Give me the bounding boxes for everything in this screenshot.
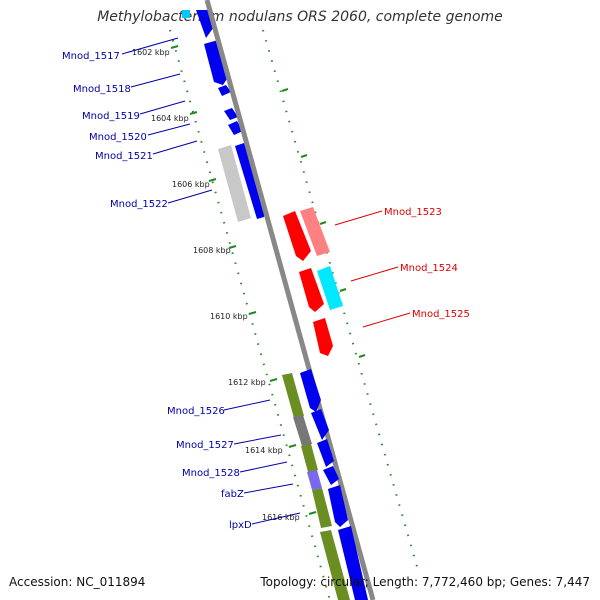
gene-block-grey-dark: [293, 415, 312, 446]
scale-ticks: [170, 45, 366, 515]
gene-label-mnod-1520: Mnod_1520: [89, 132, 147, 143]
gene-block-mnod-1519: [218, 85, 231, 96]
gene-label-mnod-1519: Mnod_1519: [82, 111, 140, 122]
gene-label-mnod-1517: Mnod_1517: [62, 51, 120, 62]
accession-text: Accession: NC_011894: [9, 575, 146, 589]
gene-label-mnod-1528: Mnod_1528: [182, 468, 240, 479]
gene-block-mnod-1521: [228, 121, 243, 135]
reverse-genes: [283, 207, 343, 356]
gene-block-bottom: [338, 526, 368, 600]
outer-left-track: [169, 29, 331, 600]
gene-label-mnod-1526: Mnod_1526: [167, 406, 225, 417]
gene-block-mnod-1517-shade: [182, 10, 190, 18]
gene-label-lpxd: lpxD: [229, 520, 252, 531]
genome-backbone: [204, 0, 376, 600]
gene-block-purple: [307, 470, 322, 490]
gene-block-olive-2: [301, 444, 318, 472]
gene-block-olive-1: [282, 373, 304, 418]
gene-block-olive-4: [320, 530, 350, 600]
gene-label-mnod-1527: Mnod_1527: [176, 440, 234, 451]
tick-label-1610: 1610 kbp: [210, 312, 248, 321]
gene-block-mnod-1518: [204, 40, 230, 85]
gene-block-mnod-1522: [235, 142, 266, 219]
gene-label-fabz: fabZ: [221, 489, 244, 500]
forward-genes-bottom: [282, 369, 368, 600]
gene-block-mnod-1520: [224, 108, 238, 120]
gene-block-fabz: [323, 466, 339, 485]
tick-label-1602: 1602 kbp: [132, 48, 170, 57]
gene-label-mnod-1518: Mnod_1518: [73, 84, 131, 95]
tick-label-1608: 1608 kbp: [193, 246, 231, 255]
gene-block-mnod-1524: [299, 268, 324, 312]
gene-label-mnod-1522: Mnod_1522: [110, 199, 168, 210]
gene-block-olive-3: [312, 488, 332, 528]
gene-block-lpxd: [328, 485, 348, 527]
gene-block-mnod-1525: [313, 318, 333, 356]
gene-label-mnod-1521: Mnod_1521: [95, 151, 153, 162]
tick-label-1612: 1612 kbp: [228, 378, 266, 387]
gene-block-mnod-1526: [300, 369, 321, 412]
forward-genes-top: [182, 10, 266, 222]
gene-block-mnod-1524-b: [317, 266, 343, 310]
gene-block-grey: [218, 145, 251, 222]
tick-label-1614: 1614 kbp: [245, 446, 283, 455]
right-leader-lines: [334, 210, 411, 328]
left-leader-lines: [121, 37, 301, 525]
gene-label-mnod-1523: Mnod_1523: [384, 207, 442, 218]
gene-block-mnod-1523: [283, 211, 311, 261]
tick-label-1606: 1606 kbp: [172, 180, 210, 189]
topology-text: Topology: circular; Length: 7,772,460 bp…: [260, 575, 590, 589]
gene-label-mnod-1525: Mnod_1525: [412, 309, 470, 320]
gene-block-mnod-1528: [317, 439, 334, 467]
gene-block-mnod-1527: [311, 409, 329, 440]
tick-label-1604: 1604 kbp: [151, 114, 189, 123]
gene-label-mnod-1524: Mnod_1524: [400, 263, 458, 274]
gene-block-mnod-1523-b: [300, 207, 330, 256]
